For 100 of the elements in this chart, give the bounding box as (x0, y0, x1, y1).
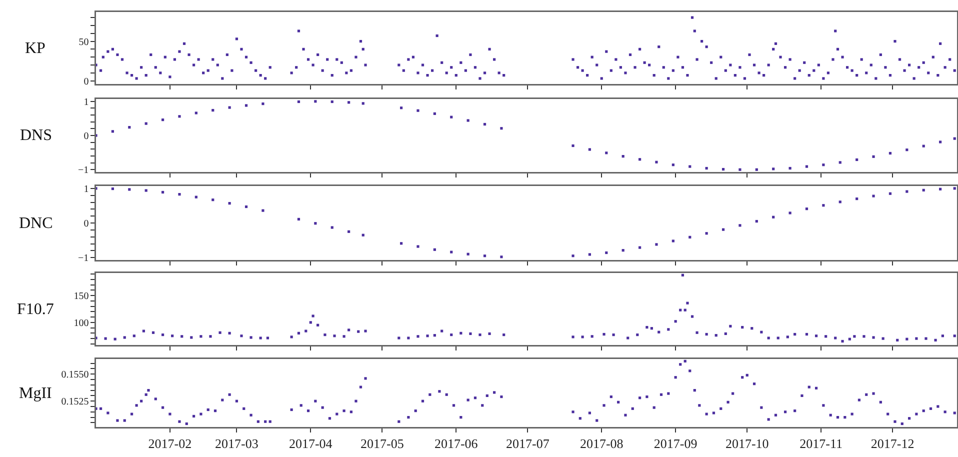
point (297, 218, 300, 220)
y-tick-label: 150 (74, 291, 89, 302)
y-tick-label: −1 (78, 165, 89, 176)
point (705, 166, 708, 170)
point (450, 116, 453, 118)
y-axis-title: DNC (19, 215, 53, 232)
y-tick-label: 0 (84, 218, 89, 230)
point (638, 246, 642, 249)
point (888, 152, 892, 155)
x-tick-label: 2017-09 (654, 436, 698, 451)
y-tick-label: 1 (84, 96, 89, 108)
point (953, 187, 956, 190)
point (805, 208, 808, 210)
point (672, 240, 674, 242)
point (111, 130, 114, 133)
point (572, 254, 574, 258)
point (466, 252, 470, 256)
y-tick-label: 0 (84, 131, 89, 142)
point (500, 256, 503, 258)
point (500, 127, 503, 130)
point (348, 230, 350, 233)
y-tick-label: 0.1525 (61, 396, 89, 408)
y-tick-label: 50 (78, 36, 89, 48)
point (705, 232, 708, 235)
point (144, 122, 148, 125)
point (622, 155, 624, 158)
point (939, 140, 942, 144)
point (755, 220, 758, 223)
point (722, 228, 725, 231)
point (688, 165, 692, 168)
point (330, 100, 334, 104)
x-tick-label: 2017-10 (725, 436, 769, 451)
point (416, 109, 420, 112)
point (688, 236, 692, 238)
y-tick-label: 100 (74, 318, 89, 329)
point (572, 144, 574, 148)
point (144, 189, 148, 192)
point (588, 148, 591, 151)
x-tick-label: 2017-03 (215, 436, 258, 451)
point (622, 249, 624, 252)
point (922, 188, 925, 192)
point (856, 197, 858, 200)
x-tick-label: 2017-02 (148, 436, 192, 451)
point (212, 108, 214, 112)
point (838, 200, 842, 204)
point (111, 187, 114, 190)
point (262, 209, 264, 212)
point (466, 119, 470, 122)
point (588, 253, 591, 256)
point (212, 198, 214, 202)
point (953, 137, 956, 140)
y-tick-label: −1 (78, 253, 89, 264)
x-tick-label: 2017-08 (580, 436, 624, 451)
point (161, 190, 164, 194)
point (314, 100, 317, 103)
point (483, 254, 486, 258)
point (128, 126, 131, 129)
y-tick-label: 1 (84, 184, 89, 195)
point (788, 166, 792, 170)
point (655, 160, 658, 164)
point (483, 122, 486, 126)
point (738, 168, 742, 171)
point (244, 205, 248, 208)
y-axis-title: KP (25, 40, 46, 57)
point (297, 100, 300, 104)
point (314, 222, 317, 225)
point (738, 224, 742, 227)
y-tick-label: 0.1550 (61, 370, 89, 381)
point (244, 104, 248, 107)
x-tick-label: 2017-12 (870, 436, 914, 451)
point (856, 158, 858, 162)
point (330, 226, 334, 229)
point (722, 168, 725, 171)
point (450, 250, 453, 254)
x-tick-label: 2017-05 (360, 436, 404, 451)
point (161, 118, 164, 122)
point (788, 212, 792, 214)
point (194, 112, 198, 114)
y-axis-title: DNS (20, 127, 52, 144)
x-tick-label: 2017-04 (288, 436, 333, 451)
x-tick-label: 2017-11 (800, 436, 842, 451)
point (433, 112, 436, 115)
point (178, 193, 181, 196)
y-axis-title: F10.7 (17, 301, 54, 318)
point (822, 164, 825, 166)
point (672, 164, 674, 166)
point (400, 242, 403, 245)
point (362, 234, 364, 236)
point (433, 248, 436, 251)
x-tick-label: 2017-06 (434, 436, 478, 451)
point (228, 106, 231, 109)
point (772, 216, 775, 218)
point (906, 190, 908, 193)
point (906, 148, 908, 152)
point (888, 192, 892, 195)
point (655, 243, 658, 246)
point (605, 152, 608, 154)
point (194, 196, 198, 198)
point (178, 115, 181, 118)
point (838, 161, 842, 164)
